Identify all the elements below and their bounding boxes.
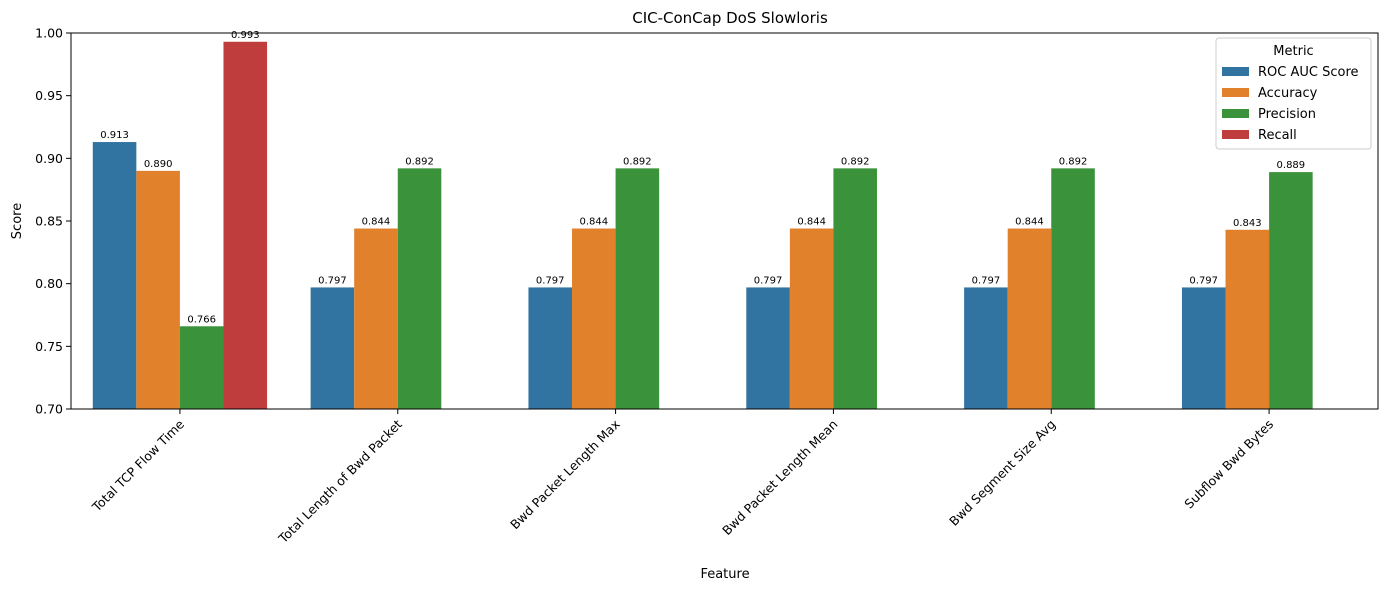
bar-roc-auc-score-3 — [746, 287, 790, 409]
data-label: 0.797 — [972, 275, 1001, 286]
data-label: 0.797 — [1189, 275, 1218, 286]
y-tick-label: 0.70 — [35, 402, 63, 417]
data-labels-group: 0.913 0.797 0.797 0.797 0.797 0.797 0.890 0.844… — [100, 30, 1305, 326]
legend: Metric ROC AUC Score Accuracy Precision Reca… — [1215, 37, 1372, 150]
bar-precision-4 — [1051, 168, 1095, 409]
y-axis-label: Score — [10, 203, 25, 239]
legend-entry-label: ROC AUC Score — [1258, 65, 1359, 80]
bar-precision-2 — [615, 168, 660, 409]
legend-swatch — [1222, 67, 1249, 76]
y-axis: 0.70 0.75 0.80 0.85 0.90 0.95 1.00 — [35, 26, 71, 417]
bar-accuracy-3 — [789, 228, 834, 409]
legend-swatch — [1222, 130, 1249, 139]
data-label: 0.889 — [1277, 160, 1306, 171]
y-tick-label: 0.75 — [35, 339, 63, 354]
y-tick-label: 1.00 — [35, 26, 63, 41]
legend-entry-label: Recall — [1258, 128, 1297, 143]
data-label: 0.844 — [1015, 217, 1044, 228]
bar-accuracy-2 — [572, 228, 616, 409]
legend-swatch — [1222, 109, 1249, 118]
x-tick-label: Subflow Bwd Bytes — [1181, 417, 1276, 512]
x-tick-label: Total Length of Bwd Packet — [275, 416, 405, 546]
legend-title: Metric — [1273, 44, 1313, 59]
bar-roc-auc-score-0 — [92, 142, 137, 410]
bar-roc-auc-score-5 — [1181, 287, 1226, 409]
y-tick-label: 0.80 — [35, 276, 63, 291]
bar-precision-5 — [1269, 172, 1313, 409]
x-tick-label: Bwd Segment Size Avg — [946, 417, 1058, 529]
bar-precision-1 — [397, 168, 442, 409]
bar-accuracy-4 — [1007, 228, 1052, 409]
data-label: 0.892 — [623, 156, 652, 167]
plot-frame — [70, 32, 1379, 410]
bar-roc-auc-score-4 — [964, 287, 1008, 409]
bar-recall-0 — [223, 41, 268, 409]
data-label: 0.844 — [362, 217, 391, 228]
data-label: 0.892 — [405, 156, 434, 167]
legend-box — [1215, 37, 1372, 150]
y-tick-label: 0.90 — [35, 151, 63, 166]
data-label: 0.797 — [318, 275, 347, 286]
data-label: 0.993 — [231, 30, 260, 41]
data-label: 0.913 — [100, 130, 129, 141]
bar-precision-3 — [833, 168, 877, 409]
bar-roc-auc-score-2 — [528, 287, 573, 409]
bar-accuracy-5 — [1225, 229, 1270, 409]
x-tick-label: Bwd Packet Length Max — [507, 417, 623, 533]
bar-accuracy-1 — [354, 228, 398, 409]
y-tick-label: 0.85 — [35, 214, 63, 229]
legend-entry-label: Accuracy — [1258, 86, 1318, 101]
data-label: 0.797 — [754, 275, 783, 286]
chart-title: CIC-ConCap DoS Slowloris — [632, 9, 828, 27]
data-label: 0.890 — [144, 159, 173, 170]
y-tick-label: 0.95 — [35, 88, 63, 103]
x-tick-label: Bwd Packet Length Mean — [719, 417, 840, 538]
bar-precision-0 — [179, 326, 224, 409]
data-label: 0.892 — [1059, 156, 1088, 167]
bar-accuracy-0 — [136, 170, 180, 409]
x-tick-label: Total TCP Flow Time — [88, 416, 187, 515]
bar-roc-auc-score-1 — [310, 287, 355, 409]
bars-group — [92, 41, 1313, 410]
data-label: 0.797 — [536, 275, 565, 286]
data-label: 0.844 — [797, 217, 826, 228]
data-label: 0.766 — [187, 314, 216, 325]
legend-swatch — [1222, 88, 1249, 97]
x-axis-label: Feature — [700, 567, 749, 582]
data-label: 0.843 — [1233, 218, 1262, 229]
data-label: 0.844 — [579, 217, 608, 228]
legend-entry-label: Precision — [1258, 107, 1316, 122]
data-label: 0.892 — [841, 156, 870, 167]
x-axis: Total TCP Flow Time Total Length of Bwd P… — [88, 409, 1276, 547]
